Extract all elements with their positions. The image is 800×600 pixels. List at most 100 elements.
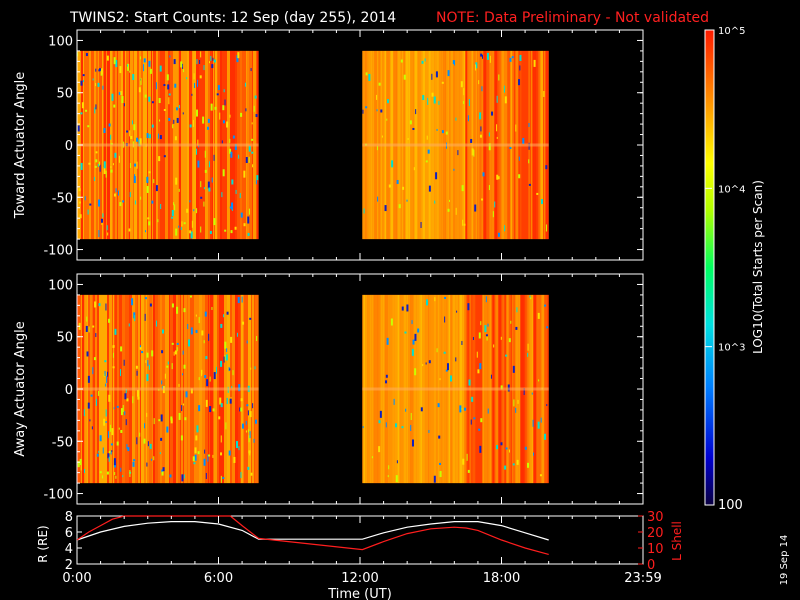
heatmap-speckle: [114, 328, 117, 335]
heatmap-speckle: [85, 325, 88, 332]
heatmap-speckle: [146, 412, 148, 417]
heatmap-speckle: [103, 418, 106, 426]
heatmap-speckle: [126, 64, 128, 67]
y-tick-label: -100: [43, 488, 73, 503]
heatmap-speckle: [226, 311, 229, 315]
heatmap-speckle: [161, 380, 163, 385]
heatmap-speckle: [105, 170, 107, 178]
heatmap-speckle: [161, 329, 164, 334]
heatmap-speckle: [158, 98, 161, 104]
heatmap-speckle: [198, 317, 200, 324]
colorbar-ticks: 10^5 10^4 10^3 100: [705, 26, 745, 513]
heatmap-speckle: [376, 109, 378, 112]
heatmap-speckle: [387, 475, 389, 478]
heatmap-speckle: [158, 419, 161, 422]
heatmap-speckle: [243, 170, 246, 178]
heatmap-speckle: [77, 125, 80, 132]
heatmap-speckle: [183, 222, 186, 225]
heatmap-speckle: [95, 151, 98, 154]
heatmap-speckle: [411, 439, 414, 447]
heatmap-speckle: [205, 399, 208, 407]
heatmap-speckle: [182, 373, 184, 376]
heatmap-speckle: [239, 193, 241, 199]
heatmap-speckle: [164, 373, 166, 379]
heatmap-speckle: [222, 169, 225, 177]
heatmap-speckle: [519, 65, 521, 71]
heatmap-speckle: [182, 403, 184, 406]
heatmap-speckle: [481, 54, 483, 59]
heatmap-speckle: [114, 472, 116, 476]
heatmap-speckle: [512, 365, 515, 373]
heatmap-speckle: [189, 124, 192, 128]
heatmap-speckle: [110, 169, 113, 173]
heatmap-speckle: [433, 96, 436, 104]
heatmap-speckle: [211, 306, 213, 310]
heatmap-speckle: [229, 114, 231, 118]
heatmap-speckle: [517, 399, 519, 404]
heatmap-speckle: [78, 201, 81, 204]
heatmap-speckle: [512, 463, 515, 466]
heatmap-speckle: [480, 418, 483, 423]
heatmap-speckle: [111, 450, 113, 453]
heatmap-speckle: [412, 127, 415, 130]
zero-angle-band: [77, 387, 259, 391]
heatmap-speckle: [444, 316, 446, 323]
heatmap-speckle: [500, 442, 503, 446]
zero-angle-band: [362, 387, 549, 391]
heatmap-speckle: [466, 453, 468, 461]
heatmap-speckle: [428, 429, 430, 433]
heatmap-speckle: [518, 79, 521, 86]
heatmap-speckle: [510, 320, 512, 324]
heatmap-speckle: [173, 59, 176, 65]
heatmap-speckle: [441, 81, 444, 84]
heatmap-speckle: [168, 97, 170, 105]
heatmap-speckle: [253, 438, 255, 443]
heatmap-speckle: [89, 203, 92, 206]
heatmap-speckle: [104, 370, 106, 376]
heatmap-speckle: [485, 334, 488, 337]
heatmap-speckle: [213, 218, 216, 226]
heatmap-speckle: [390, 318, 393, 326]
heatmap-speckle: [240, 407, 243, 412]
heatmap-speckle: [412, 339, 415, 345]
heatmap-speckle: [174, 136, 177, 141]
heatmap-speckle: [455, 357, 457, 362]
heatmap-speckle: [229, 368, 231, 371]
heatmap-speckle: [235, 189, 237, 194]
heatmap-speckle: [413, 167, 415, 171]
heatmap-speckle: [99, 164, 101, 172]
heatmap-speckle: [113, 104, 116, 108]
heatmap-speckle: [481, 198, 484, 201]
heatmap-speckle: [189, 295, 192, 298]
heatmap-speckle: [123, 359, 125, 366]
heatmap-speckle: [119, 202, 122, 207]
heatmap-speckle: [455, 207, 457, 215]
heatmap-speckle: [196, 59, 198, 65]
heatmap-speckle: [105, 303, 107, 311]
heatmap-speckle: [192, 119, 194, 127]
heatmap-speckle: [500, 385, 503, 390]
heatmap-speckle: [103, 373, 105, 377]
heatmap-speckle: [487, 408, 489, 414]
heatmap-speckle: [196, 425, 199, 433]
heatmap-speckle: [170, 418, 173, 424]
heatmap-speckle: [203, 458, 206, 466]
heatmap-speckle: [148, 96, 151, 102]
heatmap-speckle: [522, 137, 525, 144]
y-tick-label: 2: [65, 558, 73, 573]
heatmap-toward: [77, 50, 549, 240]
heatmap-speckle: [461, 340, 463, 345]
heatmap-speckle: [139, 138, 142, 146]
heatmap-speckle: [118, 427, 120, 430]
heatmap-speckle: [224, 229, 227, 232]
heatmap-speckle: [119, 369, 121, 377]
heatmap-speckle: [544, 304, 547, 307]
heatmap-speckle: [91, 426, 93, 430]
heatmap-speckle: [174, 350, 177, 355]
heatmap-speckle: [516, 307, 518, 313]
heatmap-speckle: [106, 225, 108, 231]
heatmap-speckle: [405, 408, 407, 412]
heatmap-speckle: [159, 119, 161, 122]
heatmap-speckle: [141, 351, 144, 354]
heatmap-speckle: [487, 323, 489, 327]
